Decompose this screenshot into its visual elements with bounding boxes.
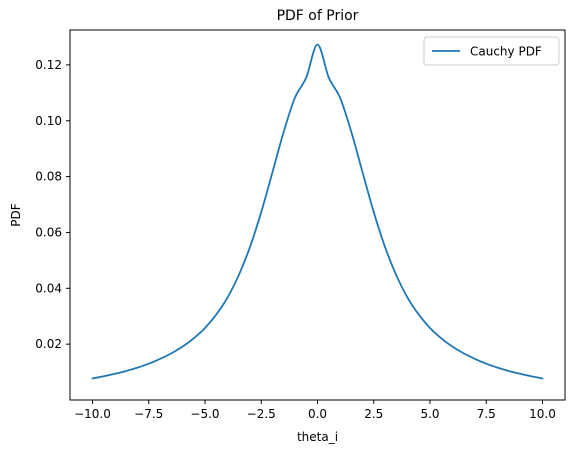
x-tick-label: −2.5: [247, 407, 276, 421]
series-line-cauchy-pdf: [91, 43, 544, 380]
x-tick-label: 0.0: [308, 407, 327, 421]
legend-box: [423, 36, 560, 66]
x-tick-label: 10.0: [529, 407, 556, 421]
y-tick-label: 0.02: [35, 337, 62, 351]
x-tick-label: −7.5: [134, 407, 163, 421]
x-tick-label: 2.5: [364, 407, 383, 421]
x-axis-ticks: −10.0 −7.5 −5.0 −2.5 0.0 2.5 5.0 7.5 10.0: [74, 400, 556, 421]
x-tick-label: −10.0: [74, 407, 111, 421]
y-tick-label: 0.10: [35, 114, 62, 128]
y-tick-label: 0.06: [35, 225, 62, 239]
legend: Cauchy PDF: [423, 36, 560, 66]
y-tick-label: 0.12: [35, 58, 62, 72]
legend-label-cauchy: Cauchy PDF: [470, 45, 542, 59]
plot-area: [70, 30, 565, 400]
chart-title: PDF of Prior: [277, 8, 359, 24]
x-tick-label: 5.0: [420, 407, 439, 421]
series-layer: [91, 43, 544, 380]
x-tick-label: −5.0: [190, 407, 219, 421]
y-tick-label: 0.08: [35, 170, 62, 184]
y-axis-label: PDF: [9, 203, 23, 226]
y-axis-ticks: 0.02 0.04 0.06 0.08 0.10 0.12: [35, 58, 70, 351]
y-tick-label: 0.04: [35, 281, 62, 295]
plot-frame: [69, 29, 566, 401]
x-tick-label: 7.5: [477, 407, 496, 421]
x-axis-label: theta_i: [297, 430, 338, 444]
